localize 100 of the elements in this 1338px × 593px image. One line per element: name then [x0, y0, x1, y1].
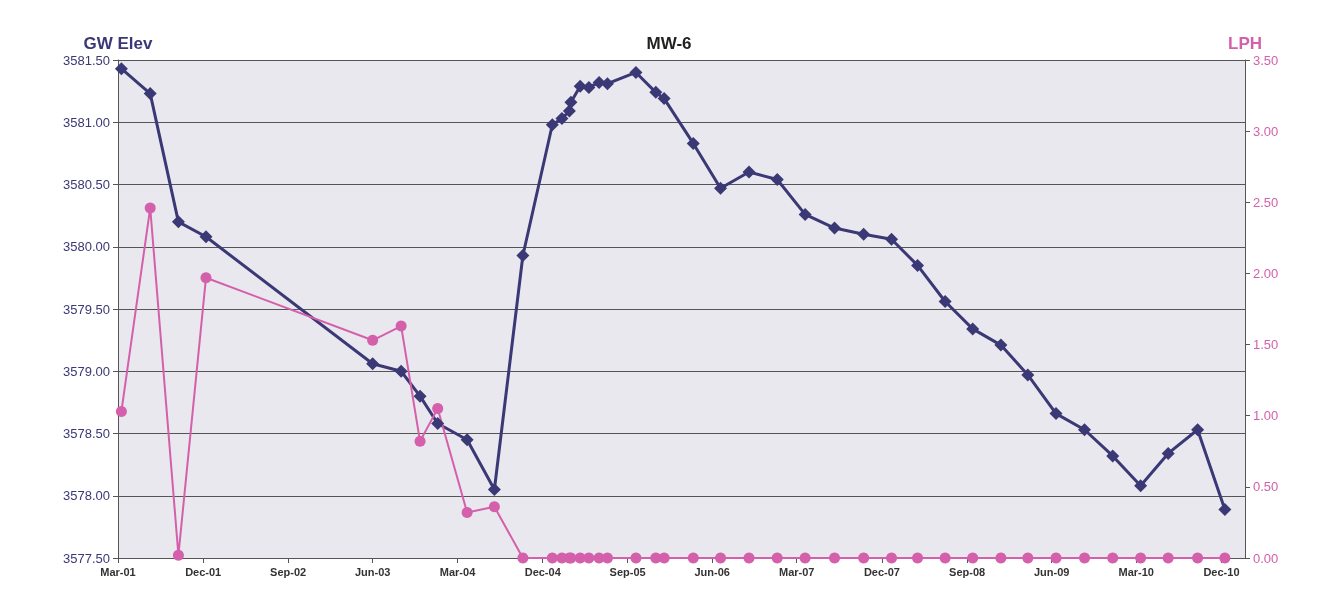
point [799, 552, 811, 564]
point [1049, 407, 1063, 421]
point [414, 435, 426, 447]
point [1218, 502, 1232, 516]
point [1107, 552, 1119, 564]
point [1078, 423, 1092, 437]
point [460, 433, 474, 447]
y-tick-label: 3578.50 [63, 426, 110, 441]
point [858, 552, 870, 564]
y-tick-label: 3581.50 [63, 52, 110, 68]
point [564, 95, 578, 109]
point [657, 92, 671, 106]
y-tick-label: 3579.50 [63, 301, 110, 317]
point [715, 552, 727, 564]
point [857, 227, 871, 241]
point [367, 334, 379, 346]
y-tick-label: 3580.00 [63, 239, 110, 255]
point [1050, 552, 1062, 564]
point [649, 85, 663, 99]
y-tick-label: 3580.50 [63, 177, 110, 192]
point [1162, 552, 1174, 564]
point [828, 221, 842, 235]
y2-tick-label: 1.00 [1253, 408, 1279, 424]
y2-tick-label: 3.00 [1253, 123, 1279, 139]
y-tick-label: 3579.00 [63, 363, 110, 379]
point [770, 173, 784, 187]
point [171, 215, 185, 229]
point [143, 87, 157, 101]
point [394, 364, 408, 378]
point [1219, 552, 1231, 564]
point [545, 118, 559, 132]
point [555, 112, 569, 126]
x-tick-label: Mar-10 [1118, 565, 1154, 578]
point [600, 77, 614, 91]
point [966, 322, 980, 336]
x-tick-label: Sep-02 [270, 565, 307, 578]
y-tick-label: 3578.00 [63, 488, 110, 504]
point [1135, 552, 1147, 564]
y2-tick-label: 2.00 [1253, 265, 1279, 281]
point [629, 65, 643, 79]
x-tick-label: Jun-06 [694, 565, 730, 578]
x-tick-label: Dec-10 [1203, 565, 1240, 578]
point [488, 501, 500, 513]
x-tick-label: Mar-04 [439, 565, 477, 578]
point [886, 552, 898, 564]
y2-tick-label: 0.50 [1253, 479, 1279, 495]
point [1134, 479, 1148, 493]
point [743, 552, 755, 564]
point [583, 552, 595, 564]
point [517, 552, 529, 564]
x-tick-label: Dec-07 [863, 565, 900, 578]
point [172, 549, 184, 561]
point [115, 405, 127, 417]
point [1079, 552, 1091, 564]
point [995, 552, 1007, 564]
point [798, 207, 812, 221]
y2-tick-label: 3.50 [1253, 52, 1279, 68]
y2-tick-label: 2.50 [1253, 194, 1279, 210]
point [1191, 423, 1205, 437]
point [1021, 368, 1035, 382]
point [742, 165, 756, 179]
point [994, 338, 1008, 352]
point [630, 552, 642, 564]
point [1192, 552, 1204, 564]
x-tick-label: Sep-08 [949, 565, 986, 578]
point [714, 181, 728, 195]
point [413, 389, 427, 403]
point [562, 104, 576, 118]
y-tick-label: 3577.50 [63, 550, 110, 566]
point [938, 295, 952, 309]
point [516, 248, 530, 262]
chart-title: MW-6 [646, 34, 692, 53]
point [912, 552, 924, 564]
y2-tick-label: 0.00 [1253, 550, 1279, 566]
point [114, 62, 128, 76]
point [939, 552, 951, 564]
y-axis-title: GW Elev [83, 34, 154, 53]
point [487, 483, 501, 497]
point [1161, 446, 1175, 460]
point [1022, 552, 1034, 564]
point [199, 230, 213, 244]
x-tick-label: Dec-04 [524, 565, 562, 578]
point [395, 320, 407, 332]
point [686, 136, 700, 150]
x-tick-label: Jun-09 [1033, 565, 1070, 578]
y2-tick-label: 1.50 [1253, 337, 1279, 353]
point [144, 202, 156, 214]
point [967, 552, 979, 564]
point [461, 506, 473, 518]
x-tick-label: Dec-01 [185, 565, 222, 578]
point [885, 232, 899, 246]
point [911, 258, 925, 272]
point [366, 357, 380, 371]
x-tick-label: Mar-01 [100, 565, 136, 578]
x-tick-label: Mar-07 [779, 565, 815, 578]
point [582, 80, 596, 94]
point [1106, 449, 1120, 463]
point [200, 272, 212, 284]
x-tick-label: Sep-05 [609, 565, 646, 578]
point [829, 552, 841, 564]
